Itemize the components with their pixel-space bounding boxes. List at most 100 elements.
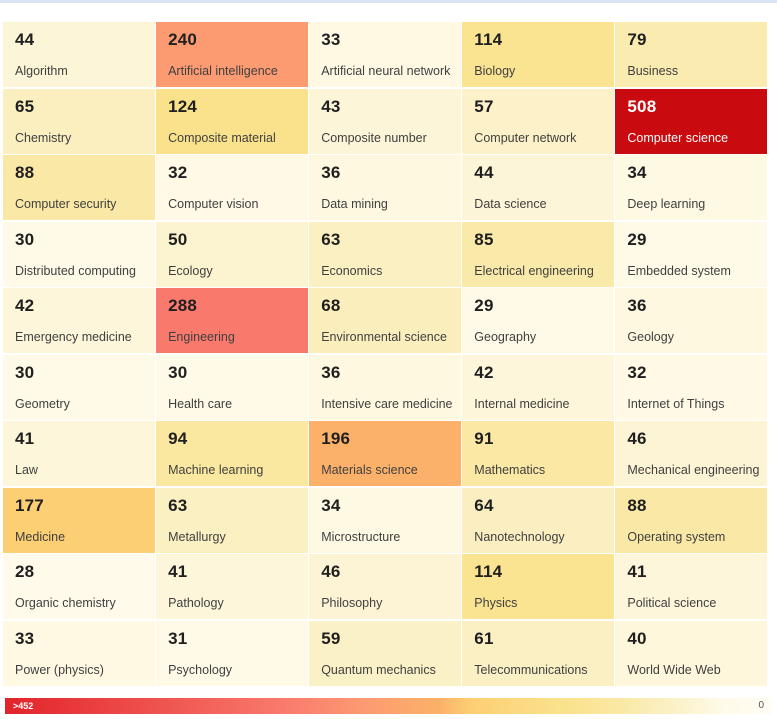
cell-label: Nanotechnology	[474, 529, 565, 544]
heatmap-cell[interactable]: 114 Biology	[462, 22, 614, 87]
cell-value: 68	[321, 296, 341, 315]
cell-value: 29	[474, 296, 494, 315]
heatmap-cell[interactable]: 34 Microstructure	[309, 487, 461, 553]
heatmap-cell[interactable]: 30 Distributed computing	[3, 221, 155, 287]
color-scale-legend: >452 0	[5, 698, 772, 714]
heatmap-cell[interactable]: 91 Mathematics	[462, 421, 614, 486]
cell-label: Power (physics)	[15, 662, 104, 677]
heatmap-cell[interactable]: 68 Environmental science	[309, 288, 461, 353]
cell-label: Physics	[474, 596, 518, 611]
cell-value: 79	[627, 30, 647, 49]
heatmap-cell[interactable]: 44 Data science	[462, 155, 614, 220]
heatmap-cell[interactable]: 114 Physics	[462, 554, 614, 619]
cell-value: 28	[15, 562, 35, 581]
cell-label: Composite number	[321, 130, 427, 145]
heatmap-cell[interactable]: 36 Data mining	[309, 155, 461, 220]
heatmap-cell[interactable]: 44 Algorithm	[3, 22, 155, 87]
legend-max-label: >452	[13, 700, 34, 711]
heatmap-cell[interactable]: 29 Embedded system	[615, 221, 767, 287]
cell-label: Geometry	[15, 396, 70, 411]
heatmap-cell[interactable]: 124 Composite material	[156, 88, 308, 154]
heatmap-cell[interactable]: 42 Internal medicine	[462, 354, 614, 420]
heatmap-cell[interactable]: 59 Quantum mechanics	[309, 620, 461, 686]
heatmap-cell[interactable]: 46 Mechanical engineering	[615, 421, 767, 486]
cell-value: 32	[627, 362, 647, 382]
heatmap-cell[interactable]: 36 Intensive care medicine	[309, 354, 461, 420]
heatmap-cell[interactable]: 28 Organic chemistry	[3, 554, 155, 619]
heatmap-cell[interactable]: 33 Power (physics)	[3, 620, 155, 686]
heatmap-cell[interactable]: 288 Engineering	[156, 288, 308, 353]
cell-value: 29	[627, 229, 647, 249]
cell-label: Environmental science	[321, 330, 447, 345]
cell-label: Mathematics	[474, 463, 546, 478]
cell-value: 41	[15, 429, 35, 448]
heatmap-cell[interactable]: 29 Geography	[462, 288, 614, 353]
cell-value: 41	[627, 562, 647, 581]
cell-value: 42	[15, 296, 35, 315]
cell-value: 44	[474, 163, 494, 182]
cell-value: 57	[474, 96, 494, 116]
cell-value: 59	[321, 628, 341, 648]
cell-label: World Wide Web	[627, 662, 721, 677]
cell-label: Law	[15, 463, 38, 478]
heatmap-cell[interactable]: 42 Emergency medicine	[3, 288, 155, 353]
cell-value: 36	[627, 296, 647, 315]
cell-label: Computer security	[15, 197, 117, 212]
heatmap-cell[interactable]: 61 Telecommunications	[462, 620, 614, 686]
cell-label: Telecommunications	[474, 662, 588, 677]
heatmap-cell[interactable]: 57 Computer network	[462, 88, 614, 154]
heatmap-cell[interactable]: 30 Health care	[156, 354, 308, 420]
cell-label: Quantum mechanics	[321, 662, 436, 677]
heatmap-cell[interactable]: 31 Psychology	[156, 620, 308, 686]
heatmap-cell[interactable]: 32 Internet of Things	[615, 354, 767, 420]
heatmap-cell[interactable]: 64 Nanotechnology	[462, 487, 614, 553]
heatmap-cell[interactable]: 34 Deep learning	[615, 155, 767, 220]
cell-value: 124	[168, 96, 198, 116]
heatmap-cell[interactable]: 41 Pathology	[156, 554, 308, 619]
cell-label: Deep learning	[627, 197, 706, 212]
cell-label: Medicine	[15, 529, 66, 544]
cell-label: Data mining	[321, 197, 388, 212]
cell-value: 30	[15, 362, 35, 382]
cell-label: Engineering	[168, 330, 235, 345]
heatmap-cell[interactable]: 50 Ecology	[156, 221, 308, 287]
cell-value: 508	[627, 96, 657, 116]
heatmap-cell[interactable]: 79 Business	[615, 22, 767, 87]
cell-value: 64	[474, 495, 494, 515]
cell-label: Intensive care medicine	[321, 396, 453, 411]
legend-min-label: 0	[758, 700, 764, 711]
heatmap-cell[interactable]: 63 Economics	[309, 221, 461, 287]
heatmap-cell[interactable]: 41 Political science	[615, 554, 767, 619]
cell-value: 43	[321, 96, 341, 116]
heatmap-cell[interactable]: 94 Machine learning	[156, 421, 308, 486]
cell-value: 114	[474, 562, 503, 581]
cell-value: 94	[168, 429, 188, 448]
heatmap-cell[interactable]: 65 Chemistry	[3, 88, 155, 154]
heatmap-cell[interactable]: 88 Operating system	[615, 487, 767, 553]
cell-value: 34	[321, 495, 341, 515]
cell-label: Ecology	[168, 263, 213, 278]
cell-label: Metallurgy	[168, 529, 226, 544]
heatmap-cell[interactable]: 30 Geometry	[3, 354, 155, 420]
heatmap-cell[interactable]: 32 Computer vision	[156, 155, 308, 220]
heatmap-cell[interactable]: 40 World Wide Web	[615, 620, 767, 686]
heatmap-cell[interactable]: 196 Materials science	[309, 421, 461, 486]
heatmap-cell[interactable]: 41 Law	[3, 421, 155, 486]
heatmap-cell[interactable]: 33 Artificial neural network	[309, 22, 461, 87]
heatmap-cell[interactable]: 88 Computer security	[3, 155, 155, 220]
cell-value: 33	[15, 628, 35, 648]
heatmap-cell[interactable]: 63 Metallurgy	[156, 487, 308, 553]
heatmap-cell[interactable]: 36 Geology	[615, 288, 767, 353]
cell-value: 65	[15, 96, 35, 116]
heatmap-cell[interactable]: 46 Philosophy	[309, 554, 461, 619]
heatmap-cell[interactable]: 240 Artificial intelligence	[156, 22, 308, 87]
cell-value: 33	[321, 30, 341, 49]
heatmap-cell[interactable]: 85 Electrical engineering	[462, 221, 614, 287]
heatmap-cell[interactable]: 43 Composite number	[309, 88, 461, 154]
heatmap-cell[interactable]: 177 Medicine	[3, 487, 155, 553]
cell-value: 34	[627, 163, 647, 182]
cell-value: 240	[168, 30, 198, 49]
heatmap-cell[interactable]: 508 Computer science	[615, 88, 767, 154]
cell-value: 36	[321, 163, 341, 182]
cell-value: 32	[168, 163, 188, 182]
